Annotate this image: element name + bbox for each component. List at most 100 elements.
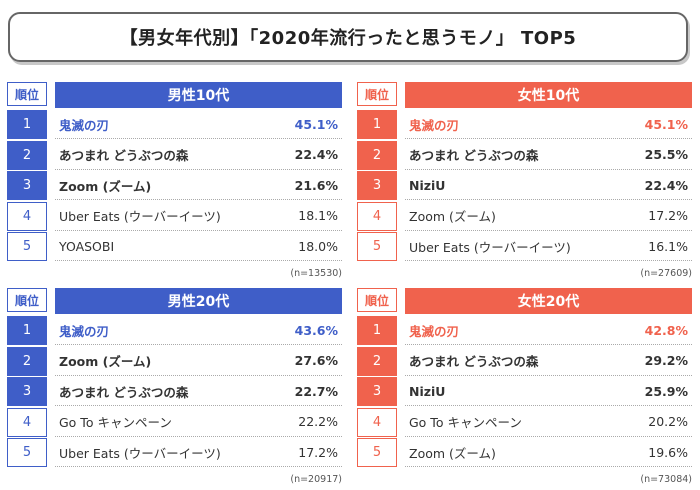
item-name: あつまれ どうぶつの森 bbox=[59, 148, 189, 163]
item-percent: 25.5% bbox=[644, 147, 688, 162]
rank-number: 4 bbox=[357, 407, 397, 437]
rank-number: 2 bbox=[357, 140, 397, 170]
ranking-row: 5 Uber Eats (ウーバーイーツ) 16.1% bbox=[357, 232, 692, 261]
ranking-row: 3 NiziU 22.4% bbox=[357, 171, 692, 200]
rank-number: 2 bbox=[357, 346, 397, 376]
rank-column-header: 順位 bbox=[7, 288, 47, 312]
panel-header: 順位 男性20代 bbox=[7, 288, 342, 314]
panel-male-10s: 順位 男性10代 1 鬼滅の刃 45.1% 2 あつまれ どうぶつの森 22.4% 3 Zoom … bbox=[7, 82, 342, 282]
rank-number: 3 bbox=[7, 377, 47, 406]
ranking-row: 2 あつまれ どうぶつの森 25.5% bbox=[357, 140, 692, 170]
ranking-row: 5 YOASOBI 18.0% bbox=[7, 232, 342, 261]
item-name: NiziU bbox=[409, 383, 446, 399]
item-percent: 19.6% bbox=[648, 444, 688, 460]
page-title: 【男女年代別】「2020年流行ったと思うモノ」 TOP5 bbox=[119, 28, 577, 49]
group-header: 女性10代 bbox=[405, 82, 692, 108]
item-cell: あつまれ どうぶつの森 25.5% bbox=[405, 141, 692, 170]
rank-number: 4 bbox=[7, 407, 47, 437]
rank-number: 5 bbox=[357, 438, 397, 467]
item-percent: 27.6% bbox=[294, 353, 338, 368]
rank-number: 1 bbox=[7, 316, 47, 345]
item-percent: 17.2% bbox=[648, 208, 688, 223]
item-cell: Zoom (ズーム) 19.6% bbox=[405, 438, 692, 467]
item-percent: 43.6% bbox=[294, 322, 338, 338]
item-cell: Uber Eats (ウーバーイーツ) 16.1% bbox=[405, 232, 692, 261]
item-percent: 25.9% bbox=[644, 383, 688, 399]
item-cell: YOASOBI 18.0% bbox=[55, 232, 342, 261]
item-cell: 鬼滅の刃 43.6% bbox=[55, 316, 342, 345]
item-name: 鬼滅の刃 bbox=[59, 323, 110, 339]
item-percent: 45.1% bbox=[294, 116, 338, 132]
item-name: Uber Eats (ウーバーイーツ) bbox=[59, 445, 221, 461]
rank-number: 5 bbox=[357, 232, 397, 261]
item-cell: 鬼滅の刃 45.1% bbox=[405, 110, 692, 139]
item-name: Zoom (ズーム) bbox=[409, 445, 496, 461]
rank-number: 3 bbox=[357, 171, 397, 200]
ranking-row: 1 鬼滅の刃 45.1% bbox=[357, 110, 692, 139]
item-cell: Go To キャンペーン 20.2% bbox=[405, 408, 692, 437]
item-name: Zoom (ズーム) bbox=[59, 178, 152, 194]
rank-number: 5 bbox=[7, 438, 47, 467]
ranking-row: 2 あつまれ どうぶつの森 29.2% bbox=[357, 346, 692, 376]
item-name: Uber Eats (ウーバーイーツ) bbox=[409, 239, 571, 255]
rank-number: 2 bbox=[7, 346, 47, 376]
group-header: 女性20代 bbox=[405, 288, 692, 314]
item-cell: Zoom (ズーム) 27.6% bbox=[55, 347, 342, 376]
ranking-row: 1 鬼滅の刃 45.1% bbox=[7, 110, 342, 139]
item-percent: 21.6% bbox=[294, 177, 338, 193]
panel-male-20s: 順位 男性20代 1 鬼滅の刃 43.6% 2 Zoom (ズーム) 27.6% 3 あつまれ ど… bbox=[7, 288, 342, 488]
item-cell: Uber Eats (ウーバーイーツ) 17.2% bbox=[55, 438, 342, 467]
rank-number: 3 bbox=[7, 171, 47, 200]
ranking-row: 3 Zoom (ズーム) 21.6% bbox=[7, 171, 342, 200]
rank-column-header: 順位 bbox=[357, 288, 397, 312]
item-percent: 18.1% bbox=[298, 208, 338, 223]
rank-column-header: 順位 bbox=[7, 82, 47, 106]
item-name: NiziU bbox=[409, 177, 446, 193]
rank-number: 2 bbox=[7, 140, 47, 170]
rank-number: 5 bbox=[7, 232, 47, 261]
item-percent: 29.2% bbox=[644, 353, 688, 368]
sample-size: (n=27609) bbox=[640, 268, 692, 279]
item-cell: 鬼滅の刃 42.8% bbox=[405, 316, 692, 345]
ranking-row: 5 Zoom (ズーム) 19.6% bbox=[357, 438, 692, 467]
panel-header: 順位 男性10代 bbox=[7, 82, 342, 108]
item-name: Go To キャンペーン bbox=[409, 415, 522, 430]
item-name: 鬼滅の刃 bbox=[409, 117, 460, 133]
item-cell: NiziU 22.4% bbox=[405, 171, 692, 200]
item-name: あつまれ どうぶつの森 bbox=[409, 148, 539, 163]
item-cell: Uber Eats (ウーバーイーツ) 18.1% bbox=[55, 202, 342, 231]
group-header: 男性20代 bbox=[55, 288, 342, 314]
item-percent: 22.7% bbox=[294, 383, 338, 399]
ranking-row: 4 Go To キャンペーン 22.2% bbox=[7, 407, 342, 437]
ranking-row: 4 Zoom (ズーム) 17.2% bbox=[357, 201, 692, 231]
sample-size: (n=73084) bbox=[640, 474, 692, 485]
item-percent: 18.0% bbox=[298, 238, 338, 254]
ranking-row: 2 あつまれ どうぶつの森 22.4% bbox=[7, 140, 342, 170]
ranking-row: 3 あつまれ どうぶつの森 22.7% bbox=[7, 377, 342, 406]
item-name: 鬼滅の刃 bbox=[59, 117, 110, 133]
item-cell: Zoom (ズーム) 21.6% bbox=[55, 171, 342, 200]
item-name: あつまれ どうぶつの森 bbox=[409, 354, 539, 369]
panel-header: 順位 女性10代 bbox=[357, 82, 692, 108]
panel-female-10s: 順位 女性10代 1 鬼滅の刃 45.1% 2 あつまれ どうぶつの森 25.5% 3 NiziU… bbox=[357, 82, 692, 282]
sample-size: (n=20917) bbox=[290, 474, 342, 485]
ranking-list: 1 鬼滅の刃 43.6% 2 Zoom (ズーム) 27.6% 3 あつまれ どうぶつの森 22… bbox=[7, 316, 342, 469]
item-name: Go To キャンペーン bbox=[59, 415, 172, 430]
item-cell: Go To キャンペーン 22.2% bbox=[55, 408, 342, 437]
ranking-list: 1 鬼滅の刃 45.1% 2 あつまれ どうぶつの森 22.4% 3 Zoom (ズーム) 21… bbox=[7, 110, 342, 263]
group-header: 男性10代 bbox=[55, 82, 342, 108]
item-cell: 鬼滅の刃 45.1% bbox=[55, 110, 342, 139]
rank-number: 1 bbox=[357, 316, 397, 345]
rank-number: 4 bbox=[7, 201, 47, 231]
item-name: Uber Eats (ウーバーイーツ) bbox=[59, 209, 221, 224]
ranking-row: 3 NiziU 25.9% bbox=[357, 377, 692, 406]
item-cell: Zoom (ズーム) 17.2% bbox=[405, 202, 692, 231]
ranking-row: 1 鬼滅の刃 43.6% bbox=[7, 316, 342, 345]
ranking-row: 4 Uber Eats (ウーバーイーツ) 18.1% bbox=[7, 201, 342, 231]
title-box: 【男女年代別】「2020年流行ったと思うモノ」 TOP5 bbox=[8, 12, 688, 62]
item-name: 鬼滅の刃 bbox=[409, 323, 460, 339]
item-cell: NiziU 25.9% bbox=[405, 377, 692, 406]
item-percent: 22.4% bbox=[294, 147, 338, 162]
ranking-row: 5 Uber Eats (ウーバーイーツ) 17.2% bbox=[7, 438, 342, 467]
item-cell: あつまれ どうぶつの森 22.7% bbox=[55, 377, 342, 406]
